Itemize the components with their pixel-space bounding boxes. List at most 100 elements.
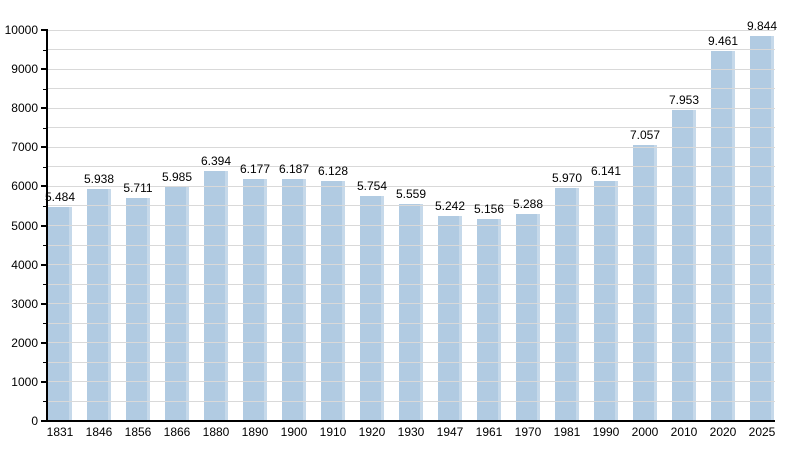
gridline [48,166,775,168]
y-axis-minor-tick [43,245,48,247]
bar [126,197,150,421]
y-axis-major-tick [41,107,48,110]
x-tick-label: 2025 [748,425,776,439]
y-tick-label: 5000 [11,218,38,233]
y-tick-label: 6000 [11,179,38,194]
bar-value-label: 5.985 [161,169,193,184]
bar-value-label: 9.844 [746,19,778,34]
x-tick-label: 1961 [475,425,503,439]
bar-value-label: 5.484 [44,189,76,204]
x-tick-label: 2010 [670,425,698,439]
gridline [48,146,775,148]
gridline [48,49,775,51]
y-axis-minor-tick [43,127,48,129]
bar-value-label: 7.953 [668,93,700,108]
x-tick-label: 1930 [397,425,425,439]
x-tick-label: 1880 [202,425,230,439]
y-axis-minor-tick [43,88,48,90]
bar-value-label: 5.970 [551,170,583,185]
x-tick-label: 1846 [85,425,113,439]
gridline [48,205,775,207]
x-tick-label: 1856 [124,425,152,439]
bar [672,110,696,421]
bar [243,179,267,421]
bar-value-label: 5.711 [123,180,153,195]
y-tick-label: 9000 [11,62,38,77]
y-axis-major-tick [41,224,48,227]
y-tick-label: 7000 [11,140,38,155]
gridline [48,342,775,344]
y-axis-major-tick [41,185,48,188]
bar [594,180,618,421]
x-tick-label: 1831 [46,425,74,439]
y-axis-minor-tick [43,205,48,207]
y-tick-label: 0 [31,414,38,428]
bar [750,36,774,421]
bar-value-label: 5.242 [434,199,466,214]
y-axis-minor-tick [43,362,48,364]
y-axis-minor-tick [43,49,48,51]
gridline [48,400,775,402]
bar [360,196,384,421]
bar [516,214,540,421]
gridline [48,381,775,383]
gridline [48,127,775,129]
bar [477,219,501,421]
gridline [48,29,775,31]
x-tick-label: 1900 [280,425,308,439]
x-tick-label: 1981 [553,425,581,439]
y-axis-line [46,29,48,422]
y-axis-major-tick [41,420,48,422]
bar [633,145,657,421]
y-axis-major-tick [41,29,48,31]
gridline [48,283,775,285]
y-axis-minor-tick [43,323,48,325]
bar-value-label: 6.128 [317,164,349,179]
gridline [48,88,775,90]
gridline [48,225,775,226]
y-tick-label: 3000 [11,296,38,311]
bar-value-label: 9.461 [707,34,739,49]
bar-value-label: 6.394 [200,153,232,168]
y-axis-major-tick [41,380,48,383]
bar-value-label: 5.938 [83,171,115,186]
x-tick-label: 1866 [163,425,191,439]
y-axis-major-tick [41,146,48,149]
bar [555,187,579,421]
y-axis-major-tick [41,302,48,305]
y-tick-label: 1000 [11,374,38,389]
gridline [48,107,775,109]
bar-value-label: 6.177 [239,162,271,177]
x-tick-label: 2020 [709,425,737,439]
bar-value-label: 5.559 [395,186,427,201]
x-tick-label: 1890 [241,425,269,439]
y-axis-minor-tick [43,401,48,403]
x-tick-label: 2000 [631,425,659,439]
gridline [48,264,775,266]
bar [204,170,228,421]
x-tick-label: 1920 [358,425,386,439]
y-axis-major-tick [41,68,48,71]
x-tick-label: 1910 [319,425,347,439]
bar-value-label: 5.288 [512,197,544,212]
bar [87,188,111,421]
bar-value-label: 5.156 [473,202,505,217]
gridline [48,244,775,246]
y-tick-label: 8000 [11,101,38,116]
x-tick-label: 1970 [514,425,542,439]
y-axis-major-tick [41,341,48,344]
y-tick-label: 10000 [4,23,38,37]
y-axis-minor-tick [43,166,48,168]
x-axis-line [46,420,775,422]
bar [48,206,72,421]
gridline [48,185,775,187]
x-tick-label: 1990 [592,425,620,439]
bar-value-label: 7.057 [629,128,661,143]
gridline [48,303,775,305]
gridline [48,361,775,363]
y-axis-major-tick [41,263,48,266]
bar [282,179,306,421]
bar [711,51,735,421]
y-tick-label: 4000 [11,257,38,272]
